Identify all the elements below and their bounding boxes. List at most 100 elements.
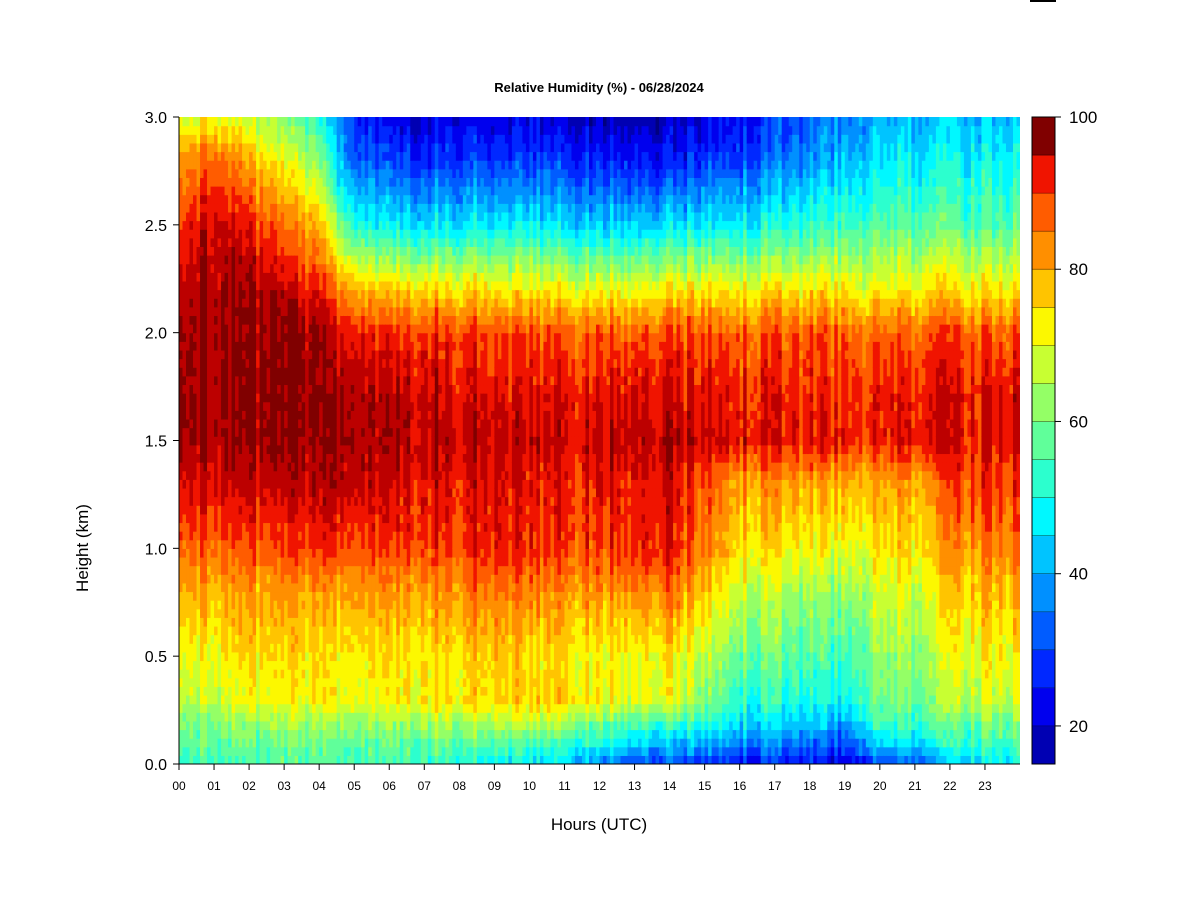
heatmap-cell (235, 600, 239, 609)
heatmap-cell (190, 290, 194, 299)
heatmap-cell (326, 755, 330, 764)
heatmap-cell (358, 195, 362, 204)
heatmap-cell (246, 712, 250, 721)
heatmap-cell (386, 367, 390, 376)
heatmap-cell (263, 729, 267, 738)
heatmap-cell (284, 479, 288, 488)
heatmap-cell (186, 195, 190, 204)
heatmap-cell (186, 445, 190, 454)
heatmap-cell (204, 609, 208, 618)
heatmap-cell (319, 738, 323, 747)
heatmap-cell (298, 212, 302, 221)
heatmap-cell (246, 117, 250, 126)
heatmap-cell (291, 453, 295, 462)
heatmap-cell (190, 384, 194, 393)
heatmap-cell (382, 324, 386, 333)
heatmap-cell (351, 600, 355, 609)
heatmap-cell (288, 436, 292, 445)
heatmap-cell (193, 341, 197, 350)
heatmap-cell (333, 376, 337, 385)
heatmap-cell (312, 255, 316, 264)
heatmap-cell (386, 729, 390, 738)
heatmap-cell (253, 445, 257, 454)
heatmap-cell (389, 246, 393, 255)
heatmap-cell (228, 695, 232, 704)
heatmap-cell (274, 126, 278, 135)
heatmap-cell (393, 333, 397, 342)
heatmap-cell (288, 272, 292, 281)
heatmap-cell (291, 169, 295, 178)
heatmap-cell (326, 591, 330, 600)
heatmap-cell (242, 497, 246, 506)
heatmap-cell (379, 540, 383, 549)
heatmap-cell (302, 246, 306, 255)
heatmap-cell (197, 548, 201, 557)
heatmap-cell (333, 497, 337, 506)
heatmap-cell (253, 117, 257, 126)
heatmap-cell (274, 514, 278, 523)
heatmap-cell (361, 505, 365, 514)
heatmap-cell (351, 238, 355, 247)
heatmap-cell (344, 152, 348, 161)
heatmap-cell (211, 704, 215, 713)
heatmap-cell (312, 410, 316, 419)
heatmap-cell (263, 522, 267, 531)
heatmap-cell (249, 436, 253, 445)
heatmap-cell (260, 600, 264, 609)
heatmap-cell (277, 126, 281, 135)
heatmap-cell (326, 626, 330, 635)
heatmap-cell (225, 428, 229, 437)
heatmap-cell (249, 531, 253, 540)
heatmap-cell (235, 152, 239, 161)
heatmap-cell (372, 246, 376, 255)
heatmap-cell (207, 203, 211, 212)
heatmap-cell (197, 497, 201, 506)
heatmap-cell (193, 617, 197, 626)
heatmap-cell (407, 747, 411, 756)
heatmap-cell (179, 393, 183, 402)
heatmap-cell (312, 428, 316, 437)
heatmap-cell (302, 531, 306, 540)
heatmap-cell (340, 134, 344, 143)
heatmap-cell (386, 497, 390, 506)
heatmap-cell (319, 324, 323, 333)
heatmap-cell (207, 660, 211, 669)
heatmap-cell (305, 246, 309, 255)
heatmap-cell (323, 186, 327, 195)
heatmap-cell (246, 695, 250, 704)
heatmap-cell (323, 221, 327, 230)
heatmap-cell (263, 393, 267, 402)
heatmap-cell (246, 367, 250, 376)
heatmap-cell (326, 712, 330, 721)
heatmap-cell (407, 712, 411, 721)
heatmap-cell (200, 462, 204, 471)
heatmap-cell (274, 272, 278, 281)
heatmap-cell (386, 626, 390, 635)
heatmap-cell (263, 591, 267, 600)
heatmap-cell (351, 169, 355, 178)
heatmap-cell (375, 574, 379, 583)
heatmap-cell (302, 376, 306, 385)
heatmap-cell (221, 238, 225, 247)
heatmap-cell (312, 721, 316, 730)
heatmap-cell (351, 729, 355, 738)
heatmap-cell (382, 428, 386, 437)
heatmap-cell (190, 246, 194, 255)
heatmap-cell (295, 315, 299, 324)
heatmap-cell (379, 755, 383, 764)
heatmap-cell (309, 574, 313, 583)
heatmap-cell (351, 738, 355, 747)
heatmap-cell (309, 729, 313, 738)
heatmap-cell (319, 126, 323, 135)
heatmap-cell (386, 169, 390, 178)
heatmap-cell (221, 669, 225, 678)
heatmap-cell (375, 755, 379, 764)
heatmap-cell (274, 609, 278, 618)
heatmap-cell (372, 238, 376, 247)
heatmap-cell (386, 704, 390, 713)
heatmap-cell (214, 290, 218, 299)
heatmap-cell (393, 410, 397, 419)
heatmap-cell (179, 350, 183, 359)
heatmap-cell (235, 160, 239, 169)
heatmap-cell (403, 152, 407, 161)
